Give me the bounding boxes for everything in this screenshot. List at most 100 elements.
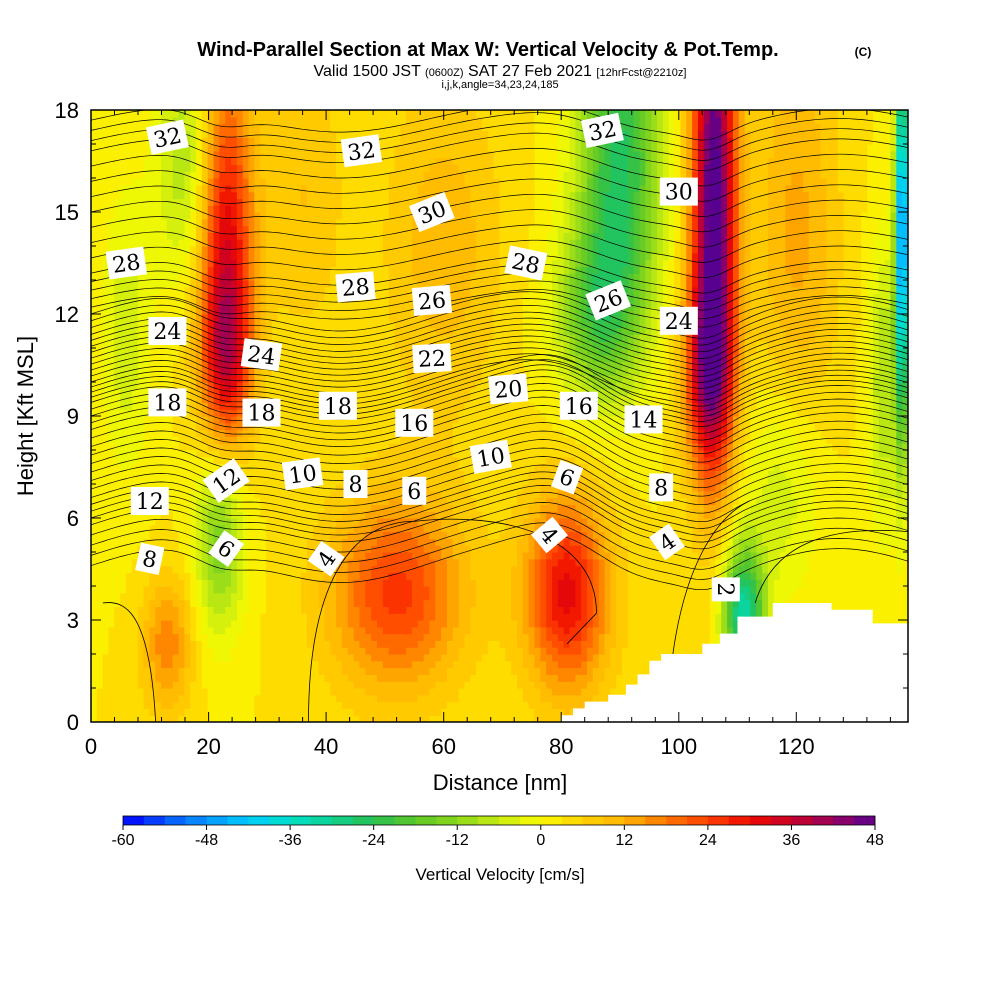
velocity-cell <box>306 504 314 512</box>
velocity-cell <box>365 660 372 669</box>
velocity-cell <box>178 470 185 478</box>
velocity-cell <box>166 660 174 669</box>
velocity-cell <box>184 225 191 233</box>
velocity-cell <box>330 348 337 356</box>
velocity-cell <box>201 647 209 655</box>
velocity-cell <box>242 470 250 478</box>
velocity-cell <box>301 382 308 390</box>
velocity-cell <box>102 314 110 322</box>
velocity-cell <box>178 157 185 165</box>
velocity-cell <box>271 660 279 669</box>
velocity-cell <box>184 640 191 648</box>
velocity-cell <box>400 382 407 390</box>
velocity-cell <box>225 354 232 363</box>
velocity-cell <box>353 375 361 383</box>
velocity-cell <box>318 375 326 383</box>
velocity-cell <box>260 436 267 444</box>
velocity-cell <box>231 205 238 213</box>
velocity-cell <box>306 524 314 533</box>
velocity-cell <box>336 620 343 628</box>
velocity-cell <box>254 382 261 390</box>
velocity-cell <box>184 320 191 329</box>
velocity-cell <box>155 456 162 465</box>
velocity-cell <box>120 660 127 669</box>
velocity-cell <box>161 382 168 390</box>
velocity-cell <box>102 694 110 703</box>
velocity-cell <box>406 191 413 199</box>
velocity-cell <box>336 382 343 390</box>
velocity-cell <box>242 436 250 444</box>
velocity-cell <box>365 694 372 703</box>
velocity-cell <box>347 314 355 322</box>
velocity-cell <box>161 178 168 186</box>
velocity-cell <box>388 327 396 335</box>
velocity-cell <box>266 191 273 199</box>
velocity-cell <box>400 191 407 199</box>
velocity-cell <box>213 640 220 648</box>
velocity-cell <box>137 388 145 397</box>
velocity-cell <box>359 715 366 722</box>
velocity-cell <box>283 252 291 261</box>
velocity-cell <box>131 314 139 322</box>
velocity-cell <box>254 307 261 315</box>
velocity-cell <box>347 538 355 546</box>
velocity-cell <box>371 654 378 662</box>
velocity-cell <box>306 640 314 648</box>
velocity-cell <box>114 613 121 621</box>
velocity-cell <box>166 443 174 451</box>
velocity-cell <box>120 640 127 648</box>
velocity-cell <box>365 524 372 533</box>
velocity-cell <box>108 137 115 145</box>
velocity-cell <box>388 280 396 288</box>
velocity-cell <box>301 123 308 131</box>
velocity-cell <box>108 320 115 329</box>
velocity-cell <box>196 368 203 376</box>
velocity-cell <box>248 259 255 267</box>
velocity-cell <box>108 280 115 288</box>
velocity-cell <box>137 144 145 152</box>
velocity-cell <box>149 307 156 315</box>
velocity-cell <box>137 348 145 356</box>
velocity-cell <box>283 259 291 267</box>
velocity-cell <box>306 518 314 526</box>
velocity-cell <box>382 708 390 716</box>
velocity-cell <box>353 552 361 560</box>
velocity-cell <box>406 198 413 206</box>
velocity-cell <box>260 694 267 703</box>
velocity-cell <box>371 232 378 240</box>
velocity-cell <box>155 307 162 315</box>
velocity-cell <box>260 334 267 342</box>
velocity-cell <box>178 218 185 227</box>
velocity-cell <box>161 280 168 288</box>
velocity-cell <box>248 538 255 546</box>
velocity-cell <box>231 123 238 131</box>
velocity-cell <box>161 450 168 458</box>
velocity-cell <box>149 599 156 607</box>
velocity-cell <box>330 130 337 138</box>
velocity-cell <box>382 545 390 553</box>
velocity-cell <box>143 633 150 641</box>
velocity-cell <box>359 348 366 356</box>
velocity-cell <box>371 361 378 369</box>
velocity-cell <box>166 592 174 601</box>
velocity-cell <box>312 144 320 152</box>
velocity-cell <box>166 354 174 363</box>
velocity-cell <box>131 606 139 614</box>
velocity-cell <box>260 375 267 383</box>
velocity-cell <box>289 647 296 655</box>
velocity-cell <box>277 436 285 444</box>
velocity-cell <box>394 157 401 165</box>
velocity-cell <box>254 565 261 573</box>
velocity-cell <box>324 667 331 675</box>
velocity-cell <box>353 640 361 648</box>
velocity-cell <box>231 429 238 437</box>
velocity-cell <box>341 429 349 437</box>
velocity-cell <box>161 157 168 165</box>
velocity-cell <box>359 327 366 335</box>
velocity-cell <box>271 212 279 220</box>
velocity-cell <box>324 538 331 546</box>
velocity-cell <box>137 286 145 295</box>
velocity-cell <box>114 198 121 206</box>
velocity-cell <box>196 266 203 274</box>
velocity-cell <box>289 368 296 376</box>
